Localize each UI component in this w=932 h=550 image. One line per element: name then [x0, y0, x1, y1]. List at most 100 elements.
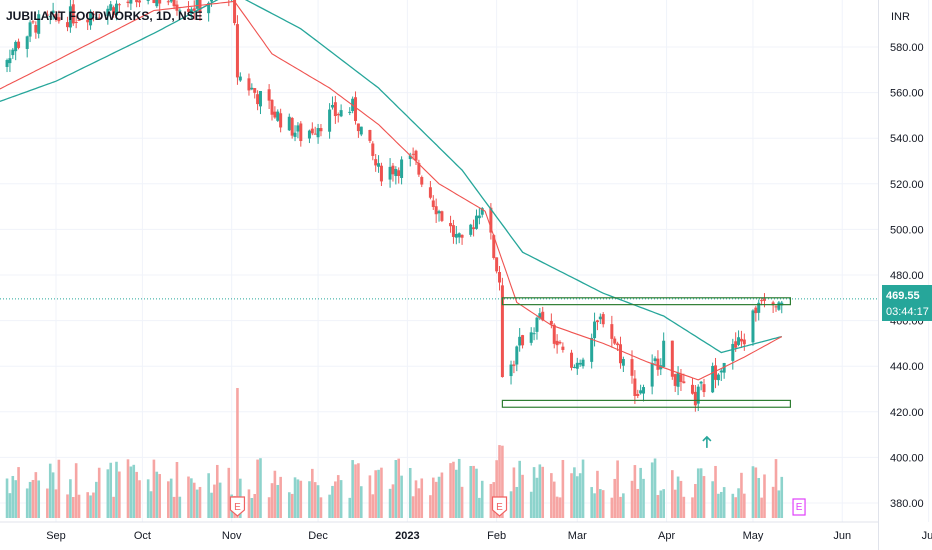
volume-bar [630, 480, 634, 518]
currency-label: INR [891, 11, 910, 23]
volume-bar [722, 487, 726, 518]
volume-bar [331, 485, 334, 518]
volume-bar [501, 445, 504, 518]
volume-bar [195, 489, 199, 518]
time-tick-label: Oct [134, 530, 151, 542]
volume-bar [673, 489, 677, 518]
candle-body [653, 358, 657, 362]
price-tick-label: 520.00 [890, 179, 924, 191]
candle-body [760, 300, 764, 302]
volume-bar [455, 469, 458, 518]
volume-bar [659, 490, 663, 518]
candle-body [734, 341, 738, 348]
volume-bar [529, 491, 533, 518]
candle-body [549, 320, 553, 325]
candle-body [371, 143, 375, 156]
candle-body [207, 2, 211, 14]
volume-bar [717, 493, 720, 518]
candle-body [71, 4, 75, 24]
candle-body [276, 111, 280, 121]
candle-body [411, 153, 415, 155]
chart-title: JUBILANT FOODWORKS, 1D, NSE [6, 9, 203, 23]
candle-body [595, 320, 599, 323]
volume-bar [328, 494, 331, 518]
price-axis[interactable]: 580.00560.00540.00520.00500.00480.00460.… [878, 0, 924, 550]
candle-body [97, 17, 101, 19]
volume-bar [293, 477, 297, 518]
time-axis[interactable]: Sep Oct Nov Dec 2023 Feb Mar Apr May Jun Jul [0, 521, 932, 542]
candle-body [610, 324, 614, 339]
volume-bar [66, 494, 69, 518]
volume-bar [77, 494, 81, 518]
volume-bar [662, 489, 665, 518]
price-tick-label: 560.00 [890, 88, 924, 100]
candle-body [14, 41, 18, 52]
volume-bar [417, 488, 421, 518]
volume-bar [92, 492, 95, 518]
price-tick-label: 580.00 [890, 42, 924, 54]
volume-bar [532, 467, 536, 518]
candle-body [593, 321, 597, 339]
volume-bar [354, 464, 357, 518]
volume-bar [57, 459, 61, 518]
volume-bar [247, 489, 251, 518]
candle-body [51, 10, 55, 14]
volume-bar [696, 468, 700, 518]
support-resistance-zones[interactable] [501, 297, 791, 408]
volume-bar [287, 492, 291, 518]
volume-bar [368, 475, 372, 518]
candle-body [472, 227, 476, 230]
candle-body [155, 0, 159, 7]
volume-bar [334, 481, 337, 518]
volume-bar [639, 467, 642, 518]
candle-body [336, 114, 340, 116]
volume-bar [167, 481, 170, 518]
volume-bar [17, 467, 20, 518]
price-tick-label: 400.00 [890, 452, 924, 464]
candle-body [535, 317, 539, 332]
volume-bar [593, 493, 596, 518]
volume-bar [509, 491, 513, 518]
volume-bar [388, 488, 392, 518]
volume-bar [190, 478, 193, 518]
volume-bars [5, 388, 784, 518]
candle-body [618, 344, 622, 364]
candle-body [440, 211, 444, 221]
candle-body [575, 362, 579, 369]
candle-body [474, 215, 478, 229]
volume-bar [172, 496, 176, 518]
candle-body [408, 155, 412, 160]
candle-body [77, 19, 81, 21]
candle-body [250, 87, 254, 90]
candle-body [437, 211, 441, 214]
earnings-marker-shape [491, 496, 508, 517]
candle-body [414, 150, 418, 161]
candle-body [135, 0, 139, 3]
candle-body [210, 0, 214, 2]
candle-body [37, 14, 41, 34]
candle-body [400, 159, 404, 178]
volume-bar [558, 497, 562, 518]
candle-body [198, 0, 202, 12]
volume-bar [31, 479, 35, 518]
volume-bar [449, 463, 452, 518]
volume-bar [719, 491, 723, 518]
candle-body [538, 313, 542, 319]
candle-body [541, 311, 545, 321]
volume-bar [437, 476, 441, 518]
time-tick-label: Apr [658, 530, 675, 542]
candle-body [498, 271, 502, 283]
candle-body [253, 88, 257, 93]
earnings-marker-shape [229, 496, 246, 517]
candle-body [94, 17, 98, 19]
time-tick-label: Mar [568, 530, 587, 542]
candle-body [189, 9, 193, 13]
volume-bar [431, 477, 435, 518]
volume-bar [175, 461, 179, 518]
volume-bar [498, 445, 501, 518]
candle-body [377, 163, 381, 167]
candle-body [636, 394, 640, 396]
volume-bar [679, 480, 683, 518]
